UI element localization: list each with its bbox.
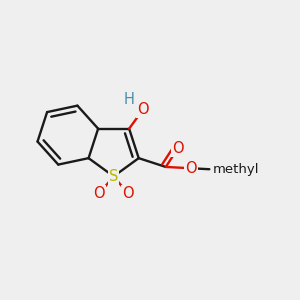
Text: O: O	[122, 186, 134, 201]
Text: methyl: methyl	[212, 163, 259, 176]
Text: S: S	[109, 169, 118, 184]
Text: O: O	[185, 161, 197, 176]
Text: H: H	[123, 92, 134, 107]
Text: O: O	[137, 102, 149, 117]
Text: O: O	[172, 141, 184, 156]
Text: O: O	[94, 186, 105, 201]
